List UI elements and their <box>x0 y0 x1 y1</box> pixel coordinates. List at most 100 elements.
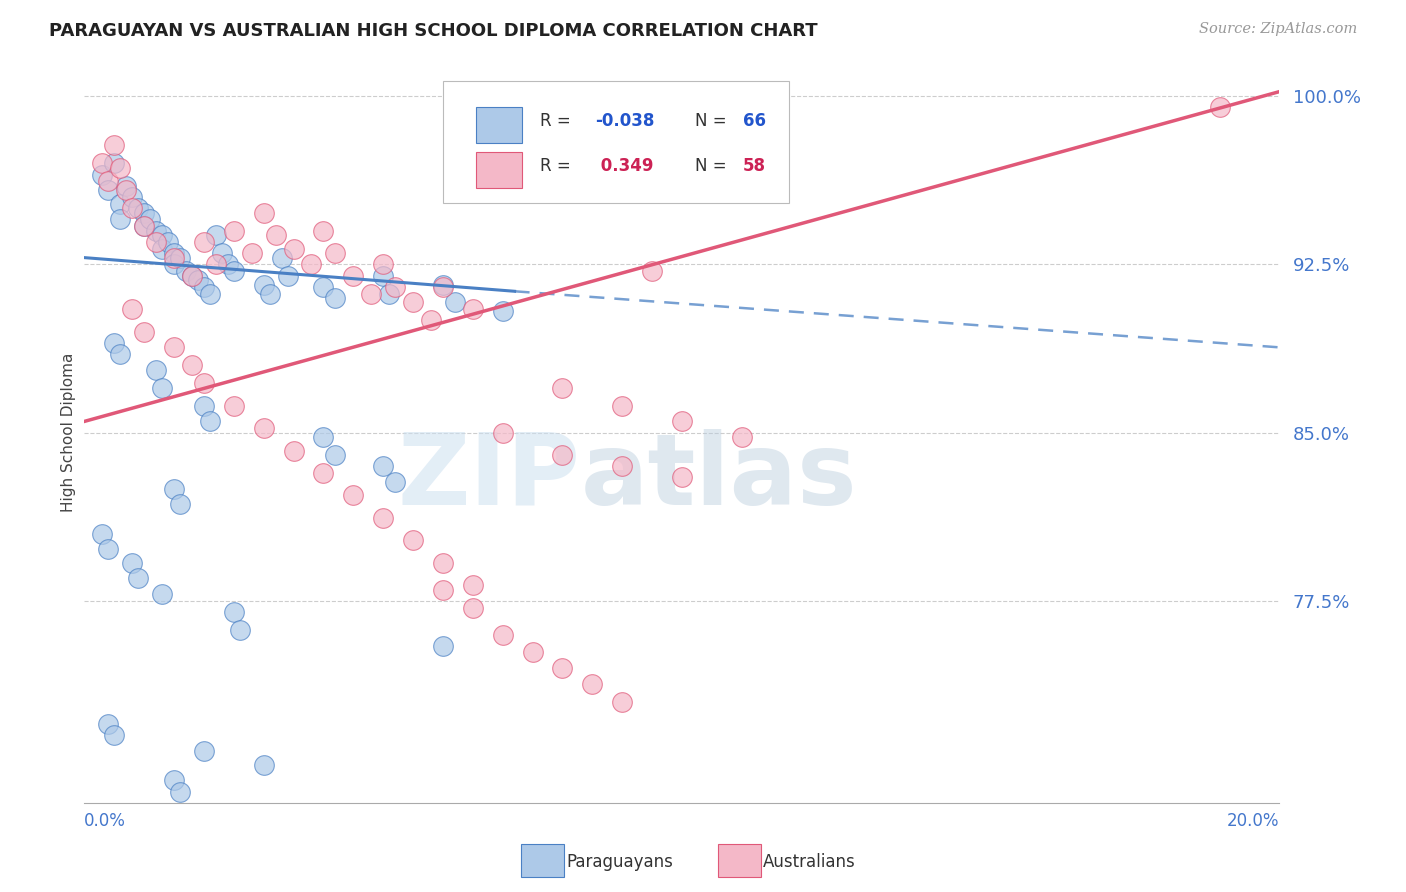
Point <box>103 138 125 153</box>
Point <box>373 268 395 283</box>
Point <box>169 497 191 511</box>
Point <box>187 273 209 287</box>
Point <box>253 277 276 292</box>
Point <box>551 381 574 395</box>
Text: R =: R = <box>540 157 575 175</box>
Point <box>259 286 281 301</box>
Point <box>181 268 204 283</box>
FancyBboxPatch shape <box>477 152 522 188</box>
Point <box>325 448 347 462</box>
Point <box>581 677 603 691</box>
Point <box>384 475 406 489</box>
Point <box>163 482 186 496</box>
Point <box>641 264 664 278</box>
Point <box>301 257 323 271</box>
Text: 20.0%: 20.0% <box>1227 812 1279 830</box>
Point <box>1209 100 1232 114</box>
Point <box>312 466 335 480</box>
Point <box>432 639 454 653</box>
Point <box>127 571 149 585</box>
Point <box>444 295 467 310</box>
FancyBboxPatch shape <box>718 844 761 877</box>
Point <box>402 533 425 548</box>
Point <box>277 268 299 283</box>
Point <box>522 645 544 659</box>
Point <box>612 459 634 474</box>
Point <box>132 206 156 220</box>
Point <box>163 340 186 354</box>
Point <box>325 246 347 260</box>
Point <box>127 201 149 215</box>
Point <box>121 556 143 570</box>
Point <box>121 201 143 215</box>
Point <box>198 414 221 428</box>
Point <box>115 178 138 193</box>
Point <box>373 459 395 474</box>
Text: ZIP: ZIP <box>398 428 581 525</box>
Point <box>264 228 287 243</box>
Point <box>342 488 364 502</box>
Point <box>103 729 125 743</box>
Point <box>205 257 228 271</box>
Point <box>492 304 515 318</box>
Point <box>432 582 454 597</box>
Point <box>121 190 143 204</box>
Point <box>193 399 215 413</box>
Point <box>373 257 395 271</box>
Point <box>193 376 215 391</box>
Point <box>97 174 120 188</box>
Point <box>312 280 335 294</box>
Point <box>97 542 120 557</box>
Point <box>174 264 197 278</box>
Point <box>169 251 191 265</box>
Point <box>378 286 401 301</box>
Text: PARAGUAYAN VS AUSTRALIAN HIGH SCHOOL DIPLOMA CORRELATION CHART: PARAGUAYAN VS AUSTRALIAN HIGH SCHOOL DIP… <box>49 22 818 40</box>
Text: -0.038: -0.038 <box>595 112 654 129</box>
Point <box>103 335 125 350</box>
Point <box>551 448 574 462</box>
FancyBboxPatch shape <box>477 107 522 144</box>
Point <box>731 430 754 444</box>
Point <box>110 196 132 211</box>
Point <box>97 183 120 197</box>
Point <box>150 381 173 395</box>
Point <box>157 235 180 249</box>
Point <box>253 206 276 220</box>
FancyBboxPatch shape <box>520 844 564 877</box>
Point <box>671 470 693 484</box>
Point <box>169 784 191 798</box>
Point <box>91 156 114 170</box>
Point <box>283 443 305 458</box>
Point <box>181 268 204 283</box>
Point <box>253 757 276 772</box>
Point <box>360 286 382 301</box>
FancyBboxPatch shape <box>443 81 790 203</box>
Point <box>461 578 484 592</box>
Point <box>612 695 634 709</box>
Point <box>193 280 215 294</box>
Text: 0.349: 0.349 <box>595 157 654 175</box>
Point <box>139 212 162 227</box>
Point <box>283 242 305 256</box>
Point <box>150 587 173 601</box>
Point <box>145 235 167 249</box>
Y-axis label: High School Diploma: High School Diploma <box>60 353 76 512</box>
Text: N =: N = <box>695 112 733 129</box>
Point <box>217 257 239 271</box>
Text: 66: 66 <box>742 112 766 129</box>
Point <box>163 246 186 260</box>
Text: 0.0%: 0.0% <box>84 812 127 830</box>
Point <box>222 605 245 619</box>
Point <box>253 421 276 435</box>
Point <box>132 219 156 234</box>
Point <box>384 280 406 294</box>
Point <box>198 286 221 301</box>
Text: atlas: atlas <box>581 428 856 525</box>
Point <box>205 228 228 243</box>
Point <box>492 627 515 641</box>
Point <box>432 280 454 294</box>
Text: Australians: Australians <box>763 853 856 871</box>
Point <box>432 277 454 292</box>
Point <box>163 773 186 788</box>
Point <box>132 325 156 339</box>
